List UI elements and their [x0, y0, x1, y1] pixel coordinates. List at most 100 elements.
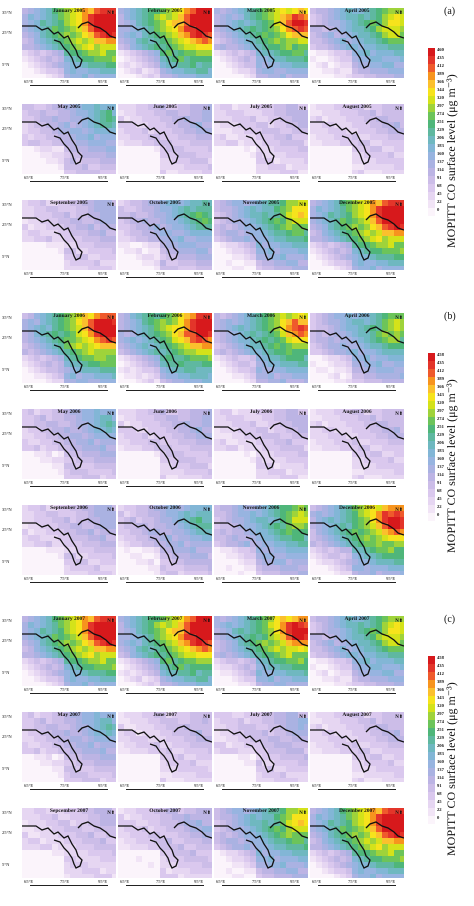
legend-entry: 45 — [428, 799, 442, 808]
scale-bar — [222, 486, 300, 489]
legend-value: 343 — [437, 392, 444, 397]
legend-value: 274 — [437, 719, 444, 724]
co-field — [310, 712, 404, 782]
co-field — [22, 409, 116, 479]
legend-entry: 343 — [428, 392, 444, 401]
longitude-label: 75°E — [252, 480, 262, 485]
legend-entry: 45 — [428, 496, 442, 505]
co-field — [118, 200, 212, 270]
north-arrow-icon: N⬆ — [299, 508, 307, 513]
legend-swatch — [428, 152, 435, 160]
co-map-april-2007: April 2007 N⬆ — [310, 616, 404, 686]
north-arrow-icon: N⬆ — [107, 316, 115, 321]
latitude-label: 5°N — [2, 670, 10, 675]
north-arrow-icon: N⬆ — [203, 715, 211, 720]
north-arrow-icon: N⬆ — [395, 412, 403, 417]
map-title: April 2006 — [344, 313, 370, 319]
longitude-label: 75°E — [156, 576, 166, 581]
map-title: February 2005 — [147, 8, 183, 14]
map-title: Sepcember 2007 — [49, 808, 89, 814]
longitude-axis: 65°E 75°E 95°E — [214, 79, 308, 89]
legend-swatch — [428, 664, 435, 672]
north-arrow-icon: N⬆ — [395, 715, 403, 720]
longitude-label: 95°E — [290, 783, 300, 788]
scale-bar — [318, 885, 396, 888]
longitude-axis: 65°E 75°E 95°E — [214, 687, 308, 697]
legend-swatch — [428, 736, 435, 744]
legend-value: 435 — [437, 55, 444, 60]
longitude-label: 65°E — [120, 576, 130, 581]
longitude-axis: 65°E 75°E 95°E — [214, 271, 308, 281]
scale-bar — [30, 582, 108, 585]
north-arrow-icon: N⬆ — [299, 316, 307, 321]
legend-swatch — [428, 80, 435, 88]
longitude-label: 65°E — [120, 79, 130, 84]
longitude-label: 75°E — [252, 271, 262, 276]
legend-swatch — [428, 88, 435, 96]
co-map-september-2006: September 2006 N⬆ — [22, 505, 116, 575]
legend-value: 137 — [437, 767, 444, 772]
legend-entry: 274 — [428, 719, 444, 728]
latitude-label: 25°N — [2, 126, 12, 131]
legend-swatch — [428, 64, 435, 72]
co-field — [22, 616, 116, 686]
co-map-october-2006: October 2006 N⬆ — [118, 505, 212, 575]
legend-swatch — [428, 497, 435, 505]
map-title: August 2007 — [342, 712, 372, 718]
co-field — [22, 200, 116, 270]
longitude-axis: 65°E 75°E 95°E — [310, 879, 404, 889]
legend-entry: 412 — [428, 63, 444, 72]
longitude-label: 95°E — [290, 687, 300, 692]
legend-swatch — [428, 712, 435, 720]
longitude-axis: 65°E 75°E 95°E — [214, 480, 308, 490]
latitude-label: 5°N — [2, 254, 10, 259]
legend-value: 297 — [437, 711, 444, 716]
scale-bar — [318, 390, 396, 393]
latitude-label: 5°N — [2, 463, 10, 468]
co-field — [22, 104, 116, 174]
legend-swatch — [428, 688, 435, 696]
north-arrow-icon: N⬆ — [395, 11, 403, 16]
legend-swatch — [428, 760, 435, 768]
longitude-label: 75°E — [156, 79, 166, 84]
longitude-label: 75°E — [60, 576, 70, 581]
longitude-label: 75°E — [60, 480, 70, 485]
co-field — [310, 104, 404, 174]
panel-label: (b) — [444, 311, 456, 322]
longitude-label: 65°E — [24, 687, 34, 692]
scale-bar — [318, 486, 396, 489]
legend-entry: 22 — [428, 504, 442, 513]
scale-bar — [30, 390, 108, 393]
map-title: May 2005 — [57, 104, 81, 110]
longitude-axis: 65°E 75°E 95°E — [310, 79, 404, 89]
legend-swatch — [428, 168, 435, 176]
co-map-january-2005: January 2005 N⬆ — [22, 8, 116, 78]
legend-entry: 114 — [428, 472, 444, 481]
longitude-label: 95°E — [98, 175, 108, 180]
scale-bar — [126, 277, 204, 280]
map-title: December 2005 — [338, 200, 376, 206]
longitude-label: 95°E — [194, 79, 204, 84]
scale-bar — [30, 885, 108, 888]
legend-entry: 458 — [428, 655, 444, 664]
scale-bar — [126, 181, 204, 184]
scale-bar — [30, 181, 108, 184]
legend-entry: 0 — [428, 512, 442, 521]
legend-value: 206 — [437, 743, 444, 748]
legend-entry: 114 — [428, 167, 444, 176]
longitude-axis: 65°E 75°E 95°E — [310, 271, 404, 281]
map-title: April 2007 — [344, 616, 370, 622]
co-map-april-2006: April 2006 N⬆ — [310, 313, 404, 383]
legend-value: 366 — [437, 79, 444, 84]
legend-swatch — [428, 720, 435, 728]
legend-value: 160 — [437, 151, 444, 156]
map-title: January 2005 — [53, 8, 85, 14]
legend-swatch — [428, 96, 435, 104]
latitude-label: 5°N — [2, 766, 10, 771]
legend-entry: 183 — [428, 143, 444, 152]
legend-value: 114 — [437, 167, 444, 172]
legend-entry: 229 — [428, 735, 444, 744]
longitude-axis: 65°E 75°E 95°E — [310, 783, 404, 793]
longitude-label: 95°E — [290, 480, 300, 485]
legend-swatch — [428, 56, 435, 64]
